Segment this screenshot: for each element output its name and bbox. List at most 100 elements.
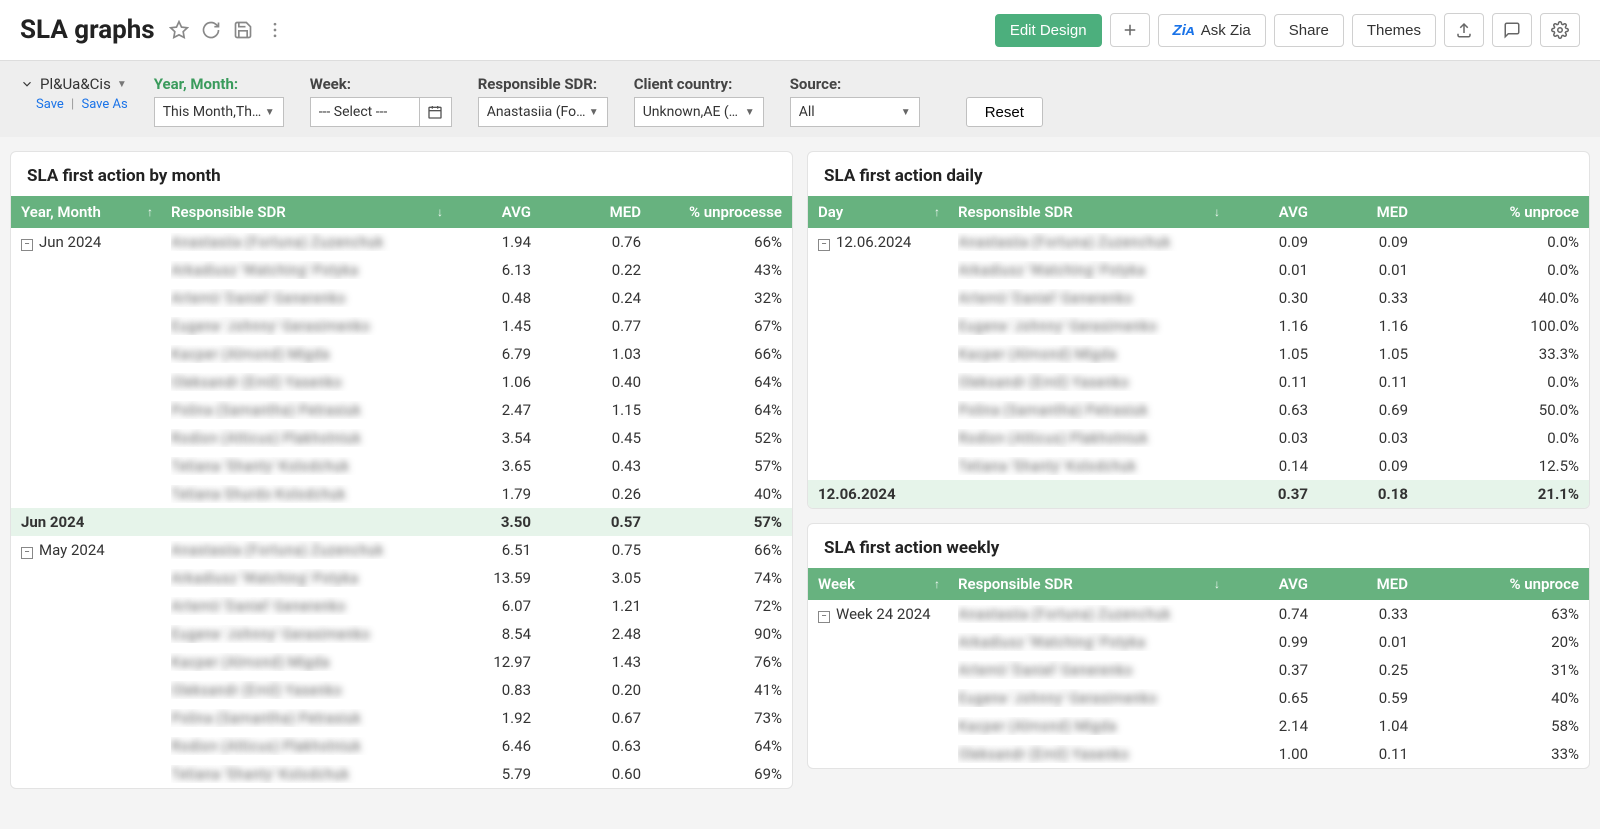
col-header[interactable]: MED xyxy=(1318,196,1418,228)
avg-cell: 0.99 xyxy=(1228,628,1318,656)
pct-cell: 76% xyxy=(651,648,792,676)
med-cell: 1.05 xyxy=(1318,340,1418,368)
collapse-icon[interactable]: − xyxy=(21,239,33,251)
table-row: Kacper (Almond) Migda2.141.0458% xyxy=(808,712,1589,740)
pct-cell: 41% xyxy=(651,676,792,704)
pct-cell: 64% xyxy=(651,396,792,424)
year-month-select[interactable]: This Month,Th…▼ xyxy=(154,97,284,127)
table-row: Arkadiusz 'Watching' Potyka0.010.010.0% xyxy=(808,256,1589,284)
table-row: Arkadiusz 'Watching' Potyka6.130.2243% xyxy=(11,256,792,284)
med-cell: 0.69 xyxy=(1318,396,1418,424)
col-header[interactable]: Responsible SDR↓ xyxy=(161,196,451,228)
col-header[interactable]: Responsible SDR↓ xyxy=(948,196,1228,228)
col-header[interactable]: AVG xyxy=(451,196,541,228)
save-icon[interactable] xyxy=(233,20,253,40)
reset-button[interactable]: Reset xyxy=(966,97,1043,127)
sdr-cell: Rodion (Atticus) Plakhotniuk xyxy=(161,732,451,760)
filter-label: Client country: xyxy=(634,75,764,93)
subtotal-row: Jun 20243.500.5757% xyxy=(11,508,792,536)
sdr-cell: Artemii 'Daniel' Generenko xyxy=(948,656,1228,684)
col-header[interactable]: MED xyxy=(1318,568,1418,600)
collapse-icon[interactable]: − xyxy=(818,611,830,623)
avg-cell: 3.50 xyxy=(451,508,541,536)
avg-cell: 13.59 xyxy=(451,564,541,592)
group-label[interactable]: −Week 24 2024 xyxy=(808,600,948,628)
col-header[interactable]: % unproce xyxy=(1418,196,1589,228)
sdr-select[interactable]: Anastasiia (Fo…▼ xyxy=(478,97,608,127)
collapse-icon[interactable]: − xyxy=(21,547,33,559)
avg-cell: 6.13 xyxy=(451,256,541,284)
sdr-cell: Eugene 'Johnny' Gerasimenko xyxy=(161,620,451,648)
table-row: Rodion (Atticus) Plakhotniuk3.540.4552% xyxy=(11,424,792,452)
subtotal-label: Jun 2024 xyxy=(11,508,161,536)
table-row: −Week 24 2024Anastasiia (Fortuna) Zuzenc… xyxy=(808,600,1589,628)
table-row: Polina (Samantha) Petrasiuk0.630.6950.0% xyxy=(808,396,1589,424)
col-header[interactable]: Year, Month↑ xyxy=(11,196,161,228)
med-cell: 0.59 xyxy=(1318,684,1418,712)
pct-cell: 67% xyxy=(651,312,792,340)
avg-cell: 6.79 xyxy=(451,340,541,368)
col-header[interactable]: % unprocesse xyxy=(651,196,792,228)
avg-cell: 8.54 xyxy=(451,620,541,648)
save-link[interactable]: Save xyxy=(36,97,64,112)
avg-cell: 1.79 xyxy=(451,480,541,508)
filter-label: Year, Month: xyxy=(154,75,284,93)
save-as-link[interactable]: Save As xyxy=(81,97,127,112)
panel-monthly: SLA first action by month Year, Month↑Re… xyxy=(10,151,793,789)
country-select[interactable]: Unknown,AE (…▼ xyxy=(634,97,764,127)
table-row: Oleksandr (Emil) Yasenko1.060.4064% xyxy=(11,368,792,396)
group-label[interactable]: −Jun 2024 xyxy=(11,228,161,256)
avg-cell: 0.74 xyxy=(1228,600,1318,628)
col-header[interactable]: % unproce xyxy=(1418,568,1589,600)
view-dropdown[interactable]: Pl&Ua&Cis ▼ xyxy=(20,75,128,93)
more-icon[interactable] xyxy=(265,20,285,40)
week-select[interactable]: --- Select --- xyxy=(310,97,420,127)
sdr-cell: Tetiana 'Shanty' Kolodchuk xyxy=(948,452,1228,480)
avg-cell: 0.09 xyxy=(1228,228,1318,256)
settings-button[interactable] xyxy=(1540,13,1580,47)
med-cell: 1.03 xyxy=(541,340,651,368)
ask-zia-button[interactable]: ZiᴀAsk Zia xyxy=(1158,14,1266,47)
export-icon xyxy=(1455,21,1473,39)
col-header[interactable]: AVG xyxy=(1228,568,1318,600)
filter-year-month: Year, Month: This Month,Th…▼ xyxy=(154,75,284,127)
table-row: Polina (Samantha) Petrasiuk1.920.6773% xyxy=(11,704,792,732)
filter-source: Source: All▼ xyxy=(790,75,920,127)
med-cell: 0.57 xyxy=(541,508,651,536)
refresh-icon[interactable] xyxy=(201,20,221,40)
group-label[interactable]: −12.06.2024 xyxy=(808,228,948,256)
edit-design-button[interactable]: Edit Design xyxy=(995,14,1102,47)
calendar-icon xyxy=(427,104,443,120)
sdr-cell: Anastasiia (Fortuna) Zuzenchuk xyxy=(161,536,451,564)
collapse-icon[interactable]: − xyxy=(818,239,830,251)
col-header[interactable]: MED xyxy=(541,196,651,228)
add-button[interactable] xyxy=(1110,13,1150,47)
pct-cell: 74% xyxy=(651,564,792,592)
col-header[interactable]: Day↑ xyxy=(808,196,948,228)
col-header[interactable]: Week↑ xyxy=(808,568,948,600)
med-cell: 0.33 xyxy=(1318,600,1418,628)
avg-cell: 0.48 xyxy=(451,284,541,312)
table-row: Tetiana 'Shanty' Kolodchuk3.650.4357% xyxy=(11,452,792,480)
group-label[interactable]: −May 2024 xyxy=(11,536,161,564)
share-button[interactable]: Share xyxy=(1274,14,1344,47)
col-header[interactable]: AVG xyxy=(1228,196,1318,228)
table-row: −Jun 2024Anastasiia (Fortuna) Zuzenchuk1… xyxy=(11,228,792,256)
star-icon[interactable] xyxy=(169,20,189,40)
top-bar: SLA graphs Edit Design ZiᴀAsk Zia Share … xyxy=(0,0,1600,60)
comment-button[interactable] xyxy=(1492,13,1532,47)
themes-button[interactable]: Themes xyxy=(1352,14,1436,47)
sdr-cell: Artemii 'Daniel' Generenko xyxy=(161,284,451,312)
pct-cell: 40% xyxy=(1418,684,1589,712)
source-select[interactable]: All▼ xyxy=(790,97,920,127)
panel-title: SLA first action daily xyxy=(808,152,1589,196)
calendar-button[interactable] xyxy=(420,97,452,127)
export-button[interactable] xyxy=(1444,13,1484,47)
col-header[interactable]: Responsible SDR↓ xyxy=(948,568,1228,600)
pct-cell: 0.0% xyxy=(1418,228,1589,256)
sdr-cell: Arkadiusz 'Watching' Potyka xyxy=(161,256,451,284)
med-cell: 1.04 xyxy=(1318,712,1418,740)
pct-cell: 0.0% xyxy=(1418,368,1589,396)
sdr-cell: Polina (Samantha) Petrasiuk xyxy=(161,704,451,732)
select-value: --- Select --- xyxy=(319,104,388,120)
